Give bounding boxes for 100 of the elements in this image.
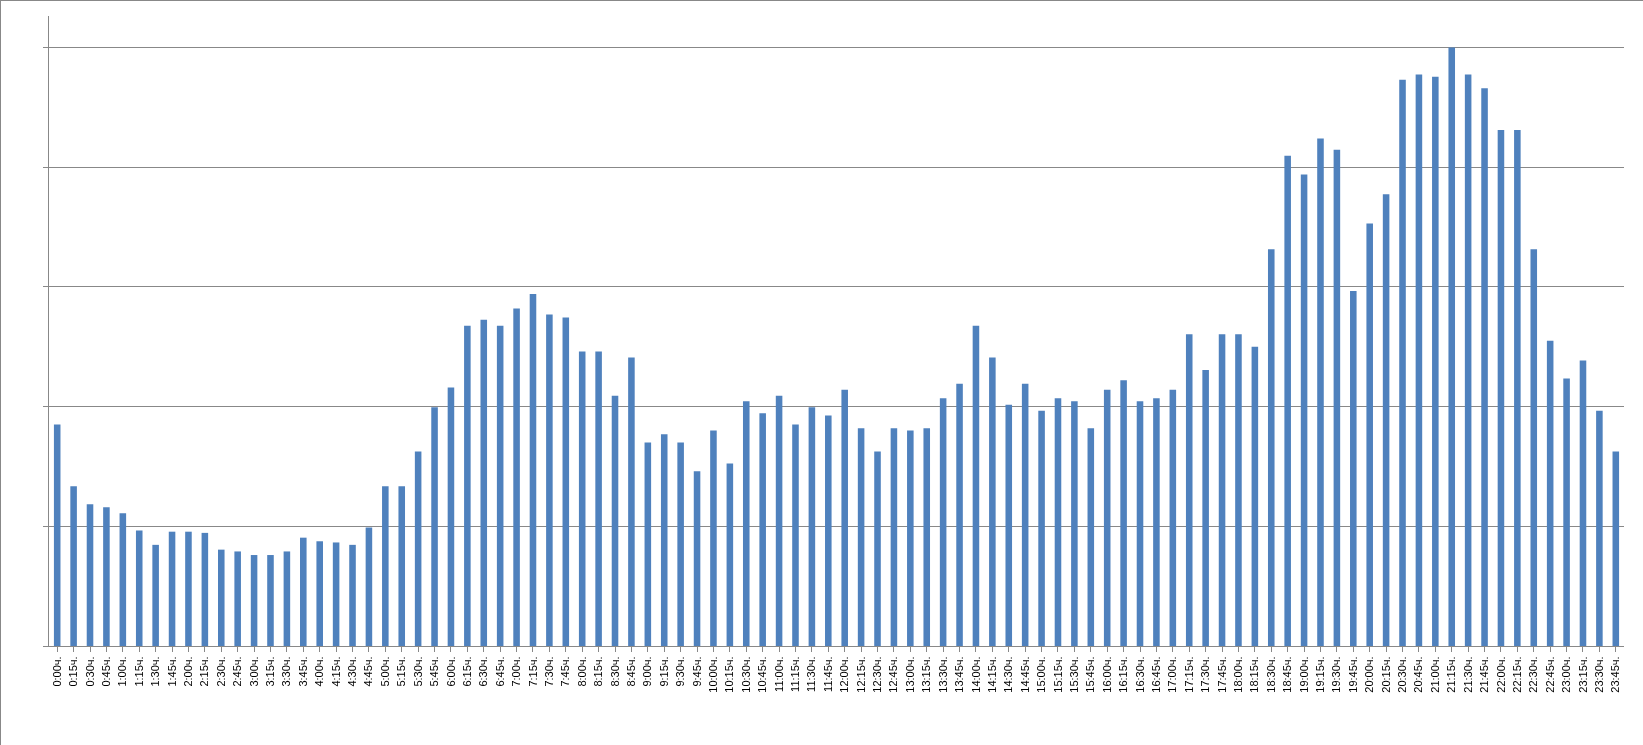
- bar: [217, 549, 225, 646]
- x-tick-label: 16:15ч.: [1117, 656, 1130, 693]
- bar: [1284, 155, 1291, 646]
- bar: [431, 407, 438, 646]
- bar: [1267, 249, 1275, 646]
- x-tick-label: 21:45ч.: [1478, 656, 1491, 693]
- x-tick-label: 21:15ч.: [1445, 656, 1458, 693]
- x-tick-label: 12:15ч.: [854, 656, 867, 693]
- x-tick-label: 9:45ч.: [690, 656, 703, 687]
- bar: [546, 314, 553, 646]
- bar: [775, 395, 783, 646]
- bar: [956, 383, 963, 646]
- bar: [1300, 174, 1308, 646]
- bar: [1366, 223, 1373, 646]
- x-tick-label: 7:45ч.: [559, 656, 572, 687]
- x-tick-label: 0:15ч.: [67, 656, 80, 687]
- x-tick-label: 10:00ч.: [707, 656, 720, 693]
- x-tick-label: 0:00ч.: [50, 656, 63, 687]
- bar: [1530, 249, 1538, 646]
- bar: [628, 357, 635, 646]
- bar: [382, 486, 389, 646]
- bar: [1415, 74, 1423, 646]
- bar: [1218, 334, 1226, 646]
- x-tick-label: 16:30ч.: [1133, 656, 1146, 693]
- bar: [825, 415, 832, 646]
- bar: [726, 463, 734, 646]
- x-tick-label: 11:30ч.: [805, 656, 818, 692]
- bar: [1563, 378, 1570, 646]
- x-tick-label: 18:00ч.: [1232, 656, 1245, 693]
- bar: [464, 325, 471, 646]
- x-tick-label: 19:45ч.: [1346, 656, 1359, 693]
- x-tick-label: 0:30ч.: [83, 656, 96, 687]
- bar: [1350, 291, 1357, 646]
- x-tick-label: 9:30ч.: [674, 656, 687, 687]
- bar: [1005, 404, 1013, 646]
- bar: [332, 542, 340, 646]
- bar: [1251, 346, 1259, 646]
- x-tick-label: 7:00ч.: [510, 656, 523, 687]
- x-tick-label: 17:45ч.: [1215, 656, 1228, 693]
- bar: [939, 398, 947, 646]
- bar: [890, 428, 898, 646]
- x-tick-label: 21:00ч.: [1428, 656, 1441, 693]
- x-tick-label: 22:15ч.: [1510, 656, 1523, 693]
- x-tick-label: 20:15ч.: [1379, 656, 1392, 693]
- x-tick-label: 9:15ч.: [657, 656, 670, 687]
- x-tick-label: 18:45ч.: [1281, 656, 1294, 693]
- bar: [1333, 149, 1341, 646]
- x-tick-label: 15:00ч.: [1035, 656, 1048, 693]
- bar: [1021, 383, 1029, 646]
- x-tick-label: 2:15ч.: [198, 656, 211, 687]
- bar: [496, 325, 504, 646]
- bar: [119, 513, 127, 646]
- x-tick-label: 11:15ч.: [789, 656, 802, 692]
- x-tick-label: 8:45ч.: [624, 656, 637, 687]
- bar: [611, 395, 619, 646]
- bar: [841, 389, 848, 646]
- bar: [677, 442, 684, 646]
- bar: [250, 555, 258, 646]
- x-tick-label: 4:30ч.: [346, 656, 359, 687]
- x-tick-label: 4:15ч.: [329, 656, 342, 687]
- bar: [693, 471, 701, 646]
- bar: [349, 544, 356, 646]
- x-tick-label: 17:30ч.: [1199, 656, 1212, 693]
- bar: [759, 413, 766, 646]
- bar: [989, 357, 996, 646]
- x-tick-label: 10:15ч.: [723, 656, 736, 693]
- bar: [1546, 340, 1554, 646]
- bar: [595, 351, 602, 646]
- bar: [1169, 389, 1177, 646]
- bar: [398, 486, 406, 646]
- bar: [857, 428, 865, 646]
- x-tick-label: 3:15ч.: [264, 656, 277, 687]
- bar: [644, 442, 652, 646]
- bar: [135, 530, 143, 646]
- x-tick-label: 2:00ч.: [182, 656, 195, 687]
- x-tick-label: 13:00ч.: [903, 656, 916, 693]
- bar: [1514, 130, 1521, 646]
- bar: [660, 434, 668, 646]
- x-tick-label: 16:00ч.: [1100, 656, 1113, 693]
- x-tick-label: 18:15ч.: [1248, 656, 1261, 693]
- x-tick-label: 4:00ч.: [313, 656, 326, 687]
- x-tick-label: 22:30ч.: [1527, 656, 1540, 693]
- bar: [578, 351, 586, 646]
- bar: [1448, 47, 1456, 646]
- x-tick-label: 12:00ч.: [838, 656, 851, 693]
- x-tick-label: 20:30ч.: [1396, 656, 1409, 693]
- x-tick-label: 15:30ч.: [1067, 656, 1080, 693]
- bar: [365, 527, 373, 646]
- bar: [283, 551, 291, 646]
- bar: [562, 317, 570, 646]
- bar: [201, 532, 209, 646]
- bar: [742, 401, 750, 646]
- x-tick-label: 10:45ч.: [756, 656, 769, 693]
- x-tick-label: 1:00ч.: [116, 656, 129, 687]
- x-tick-label: 1:30ч.: [149, 656, 162, 687]
- x-tick-label: 17:00ч.: [1166, 656, 1179, 693]
- x-tick-label: 5:45ч.: [428, 656, 441, 687]
- x-tick-label: 6:45ч.: [493, 656, 506, 687]
- x-tick-label: 11:45ч.: [821, 656, 834, 692]
- x-tick-label: 6:15ч.: [460, 656, 473, 687]
